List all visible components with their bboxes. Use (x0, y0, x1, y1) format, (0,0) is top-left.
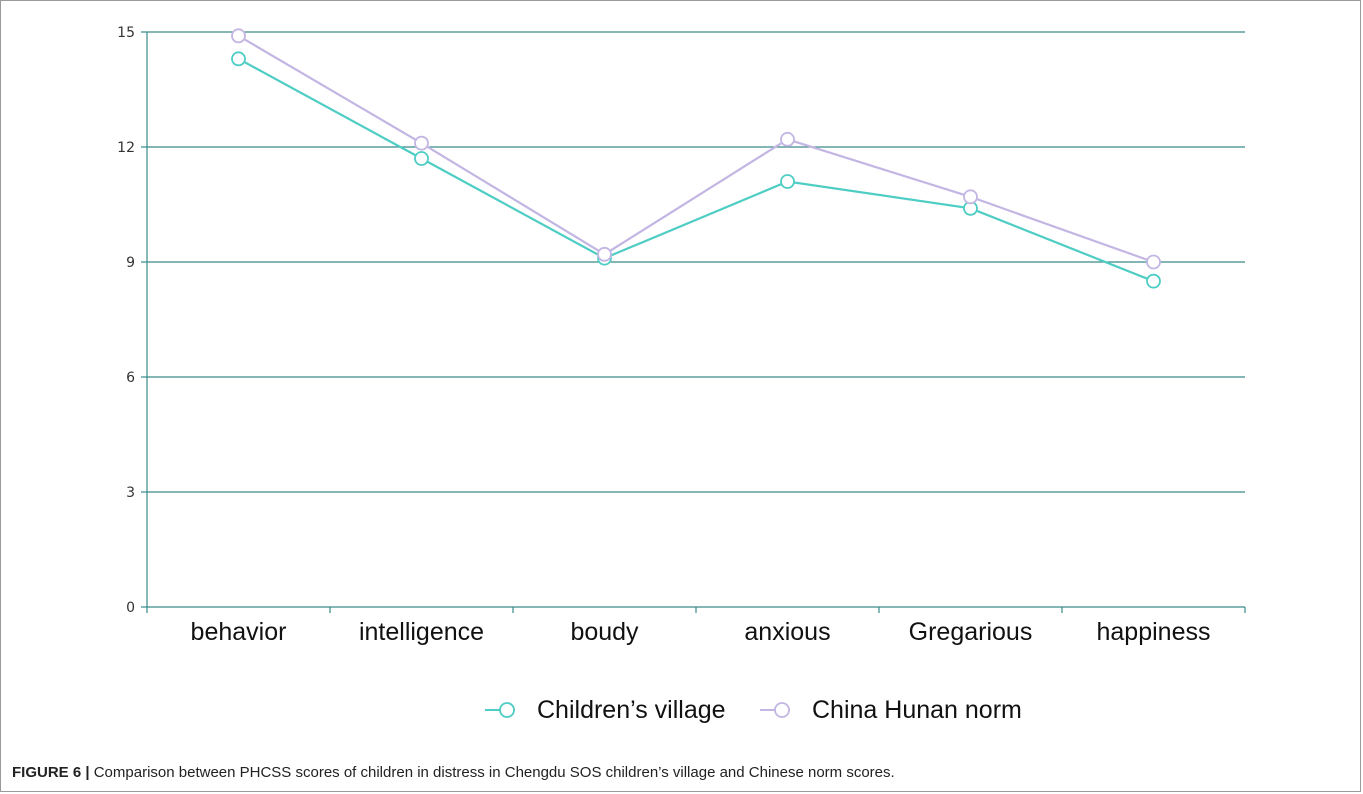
legend: Children’s village China Hunan norm (485, 696, 1022, 724)
y-tick-label: 12 (117, 140, 135, 156)
legend-label: China Hunan norm (812, 696, 1022, 724)
series-line-1 (237, 34, 1154, 264)
x-tick-label: Gregarious (909, 618, 1033, 646)
x-tick-label: boudy (570, 618, 639, 646)
legend-marker (774, 702, 790, 718)
data-point (231, 28, 246, 44)
data-point (1146, 273, 1161, 289)
data-point (780, 131, 795, 147)
series-line-0 (237, 57, 1154, 283)
y-tick-label: 3 (126, 485, 135, 501)
caption-label: FIGURE 6 | (12, 764, 90, 781)
data-point (963, 189, 978, 205)
caption-text: Comparison between PHCSS scores of child… (93, 764, 895, 781)
x-tick-label: behavior (191, 618, 287, 646)
series-lines (231, 28, 1161, 289)
x-tick-label: intelligence (359, 618, 484, 646)
y-tick-label: 9 (126, 255, 135, 271)
data-point (1146, 254, 1161, 270)
figure-caption: FIGURE 6 | Comparison between PHCSS scor… (12, 764, 895, 781)
y-tick-label: 0 (126, 600, 135, 616)
legend-marker (499, 702, 515, 718)
data-point (414, 151, 429, 166)
data-point (597, 246, 612, 262)
axes: 0 3 6 9 12 15 behavior intelligence boudy anxious… (117, 25, 1246, 646)
data-point (414, 135, 429, 151)
y-tick-label: 15 (117, 25, 135, 41)
gridlines (147, 31, 1245, 493)
legend-label: Children’s village (537, 696, 726, 724)
x-tick-label: anxious (744, 618, 830, 646)
x-tick-label: happiness (1097, 618, 1211, 646)
data-point (231, 51, 246, 67)
data-point (780, 174, 795, 189)
y-tick-label: 6 (126, 370, 135, 386)
